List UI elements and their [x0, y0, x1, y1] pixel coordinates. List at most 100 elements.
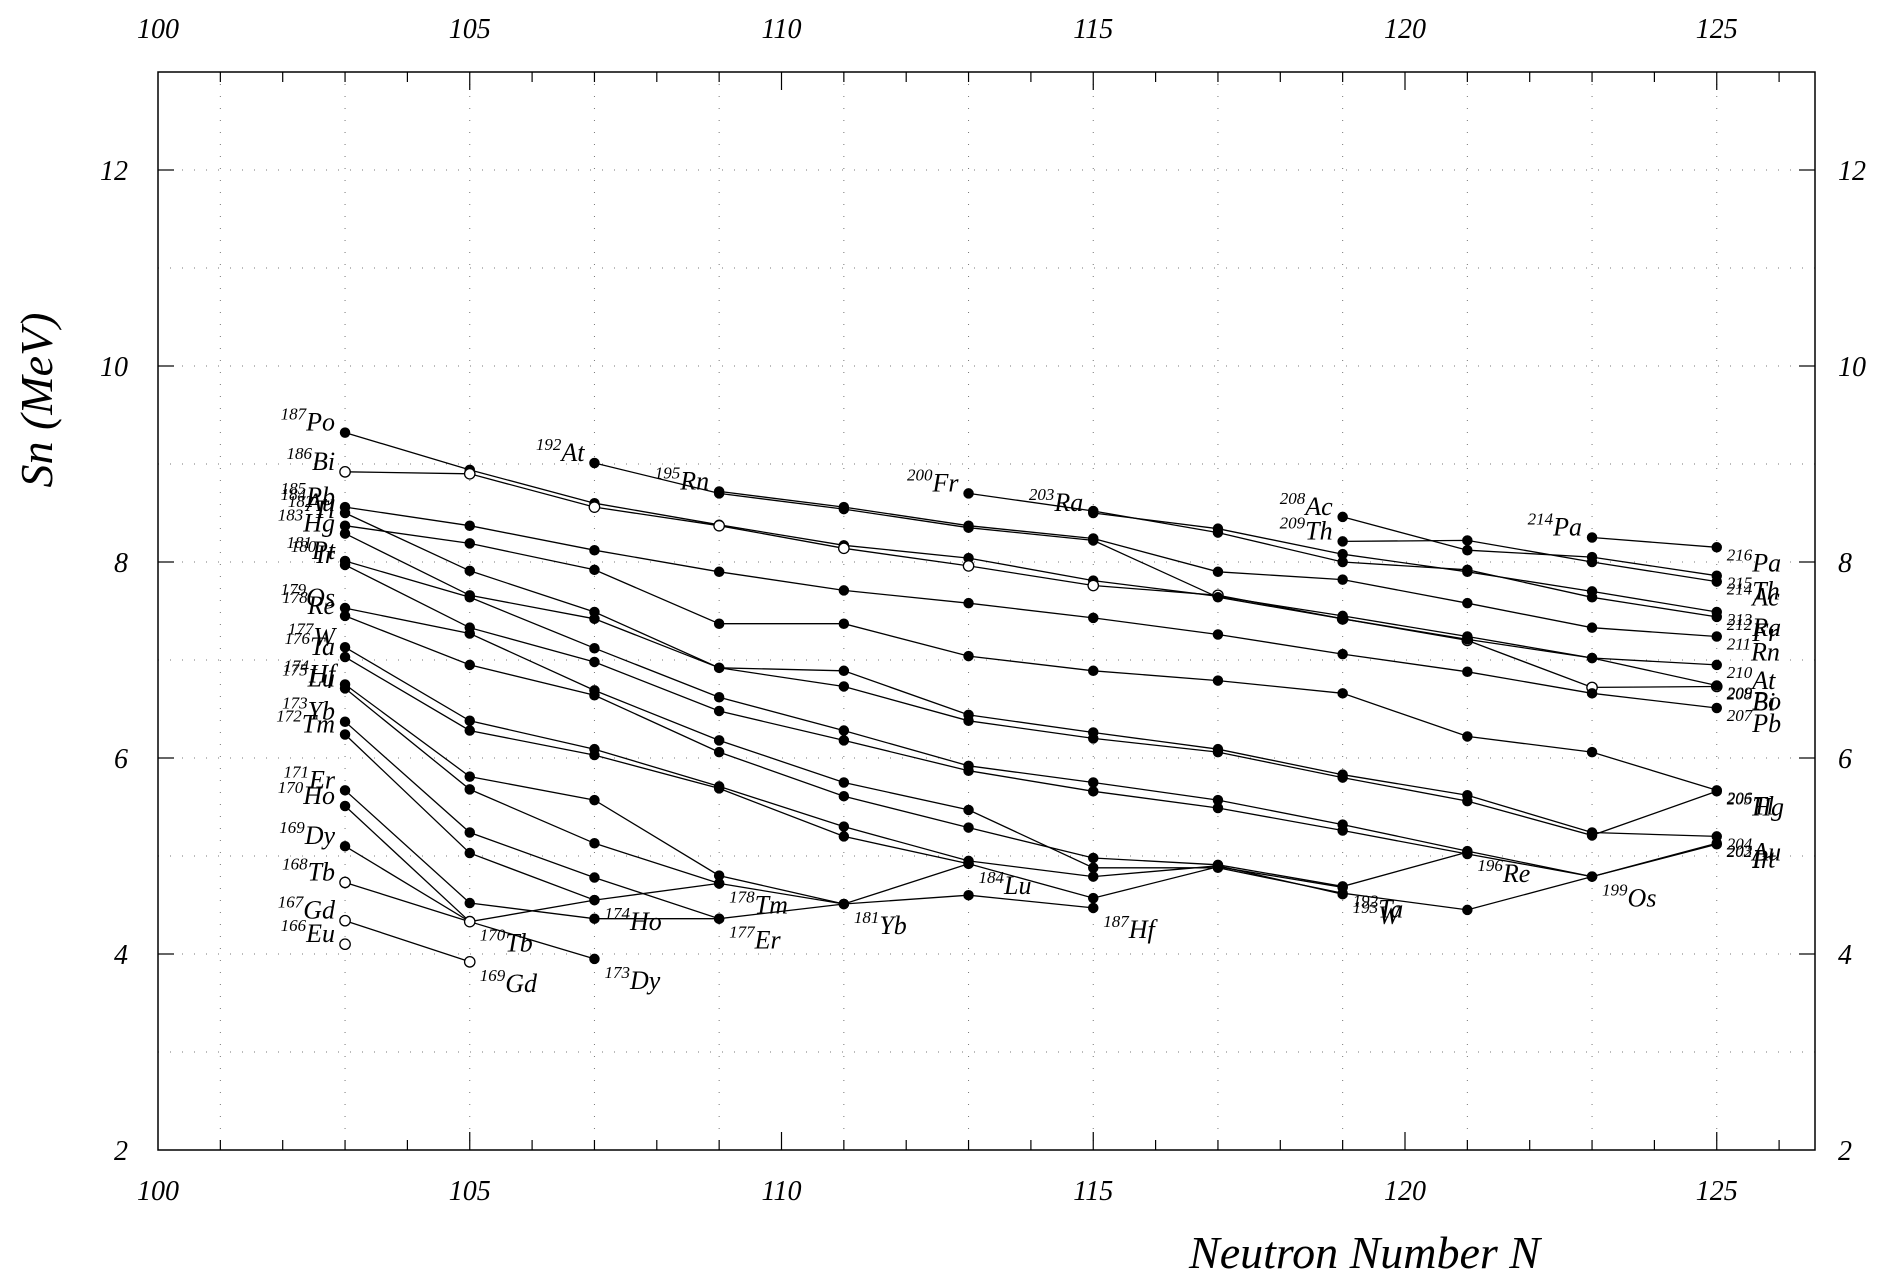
isotope-symbol: Ra: [1751, 613, 1781, 642]
data-point-tm: [339, 729, 351, 740]
isotope-mass-number: 203: [1727, 841, 1753, 860]
isotope-symbol: Ta: [310, 632, 335, 661]
isotope-mass-number: 202: [1727, 842, 1753, 861]
isotope-mass-number: 216: [1727, 545, 1753, 564]
isotope-mass-number: 210: [1727, 663, 1753, 682]
y-tick-label: 8: [1838, 548, 1852, 579]
isotope-label-yb-173: 173Yb: [282, 694, 335, 726]
data-point-pb: [963, 597, 974, 609]
isotope-label-au-184: 184Au: [281, 485, 335, 517]
isotope-symbol: Pt: [1751, 844, 1776, 873]
x-tick-label: 100: [137, 1176, 179, 1207]
isotope-label-au-204: 204Au: [1727, 834, 1781, 866]
data-point-at: [1462, 634, 1473, 645]
data-point-eu: [339, 938, 351, 951]
tick-layer: 100 100 105 105 110 110 115 115 120 120 125 125 2 2 4 4…: [100, 14, 1866, 1207]
isotope-symbol: Tm: [755, 890, 788, 919]
isotope-label-tm-172: 172Tm: [276, 706, 335, 738]
data-point-yb: [464, 827, 475, 838]
isotope-label-ho-174: 174Ho: [604, 904, 661, 936]
y-tick-label: 4: [1838, 940, 1852, 971]
isotope-symbol: Ac: [1750, 583, 1780, 612]
data-point-au: [1586, 830, 1598, 841]
isotope-symbol: Th: [1752, 577, 1779, 606]
isotope-symbol: Hg: [302, 509, 335, 538]
data-point-rn: [1711, 631, 1723, 642]
isotope-mass-number: 179: [281, 580, 307, 599]
isotope-symbol: Hf: [308, 660, 339, 689]
isotope-symbol: At: [559, 438, 585, 467]
isotope-label-po-209: 209Po: [1727, 683, 1781, 715]
data-point-tb: [339, 876, 351, 889]
data-point-lu: [963, 858, 974, 870]
isotope-mass-number: 167: [278, 893, 305, 912]
isotope-label-ac-214: 214Ac: [1727, 580, 1780, 612]
data-point-pb: [713, 566, 725, 578]
x-tick-label: 100: [137, 14, 179, 45]
data-point-rn: [963, 520, 974, 531]
isotope-mass-number: 180: [291, 537, 317, 556]
isotope-mass-number: 209: [1727, 683, 1753, 702]
data-point-ra: [1586, 586, 1598, 597]
data-point-th: [1711, 576, 1723, 587]
isotope-label-ir-202: 202Ir: [1727, 842, 1772, 874]
series-line-at: [594, 462, 1717, 687]
isotope-mass-number: 205: [1727, 789, 1753, 808]
data-point-ta: [1088, 892, 1099, 904]
series-line-pb: [345, 506, 1717, 709]
data-point-au: [1711, 786, 1723, 797]
data-point-th: [1337, 536, 1348, 547]
data-point-pt: [838, 725, 850, 736]
isotope-mass-number: 203: [1029, 485, 1055, 504]
data-point-hg: [589, 564, 600, 576]
isotope-label-pt-181: 181Pt: [286, 533, 335, 565]
data-point-tl: [464, 565, 475, 577]
isotope-symbol: Bi: [312, 447, 335, 476]
data-point-bi: [463, 467, 476, 480]
data-point-os: [713, 735, 725, 746]
isotope-symbol: Au: [1750, 837, 1781, 866]
isotope-mass-number: 166: [281, 916, 307, 935]
isotope-label-fr-212: 212Fr: [1727, 615, 1779, 647]
isotope-mass-number: 182: [288, 492, 314, 511]
isotope-mass-number: 178: [282, 588, 308, 607]
isotope-label-eu-166: 166Eu: [281, 916, 335, 948]
isotope-label-hf-187: 187Hf: [1103, 912, 1158, 944]
data-point-pt: [464, 592, 475, 603]
isotope-mass-number: 204: [1727, 834, 1753, 853]
isotope-mass-number: 173: [282, 694, 308, 713]
data-point-rn: [713, 486, 725, 497]
data-point-yb: [339, 716, 351, 727]
isotope-symbol: Pt: [311, 536, 336, 565]
isotope-mass-number: 184: [979, 868, 1005, 887]
data-point-pb: [589, 544, 600, 556]
isotope-label-ac-208: 208Ac: [1280, 489, 1333, 521]
data-point-er: [589, 913, 600, 924]
isotope-symbol: Gd: [303, 896, 336, 925]
series-line-tl: [344, 512, 1717, 838]
isotope-label-re-178: 178Re: [282, 588, 335, 620]
data-point-bi: [713, 519, 726, 532]
data-point-re: [838, 790, 850, 802]
data-point-pb: [1711, 702, 1723, 714]
data-point-au: [838, 681, 850, 692]
data-point-ir: [963, 765, 974, 776]
data-point-hf: [1088, 902, 1099, 914]
y-tick-label: 2: [1838, 1136, 1852, 1167]
isotope-mass-number: 195: [655, 463, 681, 482]
data-point-ir: [1337, 825, 1348, 836]
data-point-ac: [1337, 511, 1348, 523]
isotope-label-pb-185: 185Pb: [281, 479, 335, 511]
data-point-bi: [339, 465, 351, 478]
data-point-gd: [463, 955, 476, 968]
y-tick-label: 12: [1838, 156, 1866, 187]
x-tick-label: 105: [449, 14, 491, 45]
series-line-pt: [344, 560, 1717, 878]
y-tick-label: 10: [100, 352, 128, 383]
isotope-mass-number: 214: [1528, 510, 1554, 529]
data-point-rn: [838, 501, 850, 513]
data-point-hg: [1337, 688, 1348, 699]
isotope-mass-number: 211: [1727, 634, 1751, 653]
isotope-symbol: Hf: [1128, 915, 1159, 944]
